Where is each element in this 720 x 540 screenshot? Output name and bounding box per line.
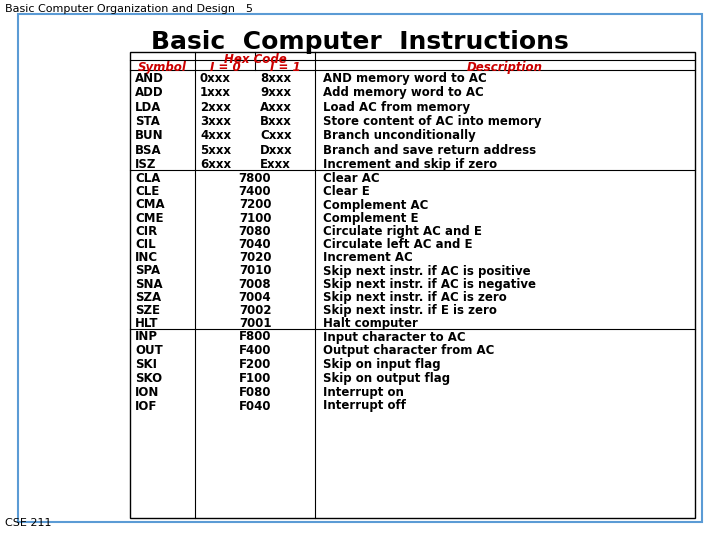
- Text: Symbol: Symbol: [138, 61, 187, 74]
- Text: AND: AND: [135, 72, 164, 85]
- Text: 7002: 7002: [239, 304, 271, 317]
- Text: F040: F040: [239, 400, 271, 413]
- Text: Exxx: Exxx: [260, 158, 291, 171]
- Text: Skip next instr. if E is zero: Skip next instr. if E is zero: [323, 304, 497, 317]
- Text: Complement E: Complement E: [323, 212, 418, 225]
- Text: Skip next instr. if AC is zero: Skip next instr. if AC is zero: [323, 291, 507, 304]
- Text: Output character from AC: Output character from AC: [323, 345, 495, 357]
- Text: SKO: SKO: [135, 372, 162, 385]
- Text: Bxxx: Bxxx: [260, 115, 292, 128]
- Text: 7010: 7010: [239, 265, 271, 278]
- Text: SZA: SZA: [135, 291, 161, 304]
- Text: CIR: CIR: [135, 225, 157, 238]
- Text: 2xxx: 2xxx: [200, 100, 231, 113]
- Text: Clear E: Clear E: [323, 185, 370, 198]
- Text: CLA: CLA: [135, 172, 161, 185]
- Text: 7004: 7004: [239, 291, 271, 304]
- Text: SNA: SNA: [135, 278, 163, 291]
- Text: CMA: CMA: [135, 199, 165, 212]
- Text: Add memory word to AC: Add memory word to AC: [323, 86, 484, 99]
- Text: Branch unconditionally: Branch unconditionally: [323, 129, 476, 142]
- Text: CME: CME: [135, 212, 163, 225]
- Text: F400: F400: [239, 345, 271, 357]
- Text: F100: F100: [239, 372, 271, 385]
- Text: ION: ION: [135, 386, 159, 399]
- Text: IOF: IOF: [135, 400, 158, 413]
- Text: Basic  Computer  Instructions: Basic Computer Instructions: [151, 30, 569, 54]
- Text: Increment and skip if zero: Increment and skip if zero: [323, 158, 497, 171]
- Text: Skip next instr. if AC is negative: Skip next instr. if AC is negative: [323, 278, 536, 291]
- Text: I = 1: I = 1: [270, 61, 300, 74]
- Text: Circulate left AC and E: Circulate left AC and E: [323, 238, 472, 251]
- Text: INP: INP: [135, 330, 158, 343]
- Text: Input character to AC: Input character to AC: [323, 330, 466, 343]
- Text: Skip on input flag: Skip on input flag: [323, 358, 441, 371]
- Text: HLT: HLT: [135, 318, 158, 330]
- Text: 7080: 7080: [239, 225, 271, 238]
- Text: 8xxx: 8xxx: [260, 72, 291, 85]
- Text: 7020: 7020: [239, 251, 271, 264]
- Text: 9xxx: 9xxx: [260, 86, 291, 99]
- Text: F080: F080: [239, 386, 271, 399]
- Text: Skip on output flag: Skip on output flag: [323, 372, 450, 385]
- Text: OUT: OUT: [135, 345, 163, 357]
- Text: SZE: SZE: [135, 304, 160, 317]
- Text: CLE: CLE: [135, 185, 159, 198]
- Text: ISZ: ISZ: [135, 158, 156, 171]
- Text: 7800: 7800: [239, 172, 271, 185]
- Text: 5xxx: 5xxx: [200, 144, 231, 157]
- Text: 7040: 7040: [239, 238, 271, 251]
- Text: Skip next instr. if AC is positive: Skip next instr. if AC is positive: [323, 265, 531, 278]
- Text: Branch and save return address: Branch and save return address: [323, 144, 536, 157]
- Text: 4xxx: 4xxx: [200, 129, 231, 142]
- Text: 7001: 7001: [239, 318, 271, 330]
- Text: Circulate right AC and E: Circulate right AC and E: [323, 225, 482, 238]
- Text: INC: INC: [135, 251, 158, 264]
- Text: I = 0: I = 0: [210, 61, 240, 74]
- Text: Basic Computer Organization and Design: Basic Computer Organization and Design: [5, 4, 235, 14]
- Text: F800: F800: [239, 330, 271, 343]
- Text: Axxx: Axxx: [260, 100, 292, 113]
- Text: AND memory word to AC: AND memory word to AC: [323, 72, 487, 85]
- Bar: [130, 52, 695, 518]
- Text: Interrupt on: Interrupt on: [323, 386, 404, 399]
- Text: Halt computer: Halt computer: [323, 318, 418, 330]
- Text: Dxxx: Dxxx: [260, 144, 292, 157]
- Text: 7008: 7008: [239, 278, 271, 291]
- Text: STA: STA: [135, 115, 160, 128]
- Text: Complement AC: Complement AC: [323, 199, 428, 212]
- Text: 3xxx: 3xxx: [200, 115, 231, 128]
- Text: 7100: 7100: [239, 212, 271, 225]
- Text: 7200: 7200: [239, 199, 271, 212]
- Text: 5: 5: [245, 4, 252, 14]
- Text: SPA: SPA: [135, 265, 160, 278]
- Text: CSE 211: CSE 211: [5, 518, 52, 528]
- Text: 7400: 7400: [239, 185, 271, 198]
- Text: BSA: BSA: [135, 144, 161, 157]
- Text: LDA: LDA: [135, 100, 161, 113]
- Text: 6xxx: 6xxx: [200, 158, 231, 171]
- Text: BUN: BUN: [135, 129, 163, 142]
- Text: Cxxx: Cxxx: [260, 129, 292, 142]
- Text: Clear AC: Clear AC: [323, 172, 379, 185]
- Text: Description: Description: [467, 61, 543, 74]
- Text: 1xxx: 1xxx: [200, 86, 231, 99]
- Text: Store content of AC into memory: Store content of AC into memory: [323, 115, 541, 128]
- Text: Increment AC: Increment AC: [323, 251, 413, 264]
- Text: Hex Code: Hex Code: [224, 53, 287, 66]
- Text: Interrupt off: Interrupt off: [323, 400, 406, 413]
- Text: F200: F200: [239, 358, 271, 371]
- Text: ADD: ADD: [135, 86, 163, 99]
- Text: 0xxx: 0xxx: [200, 72, 231, 85]
- Text: CIL: CIL: [135, 238, 156, 251]
- Text: SKI: SKI: [135, 358, 157, 371]
- Text: Load AC from memory: Load AC from memory: [323, 100, 470, 113]
